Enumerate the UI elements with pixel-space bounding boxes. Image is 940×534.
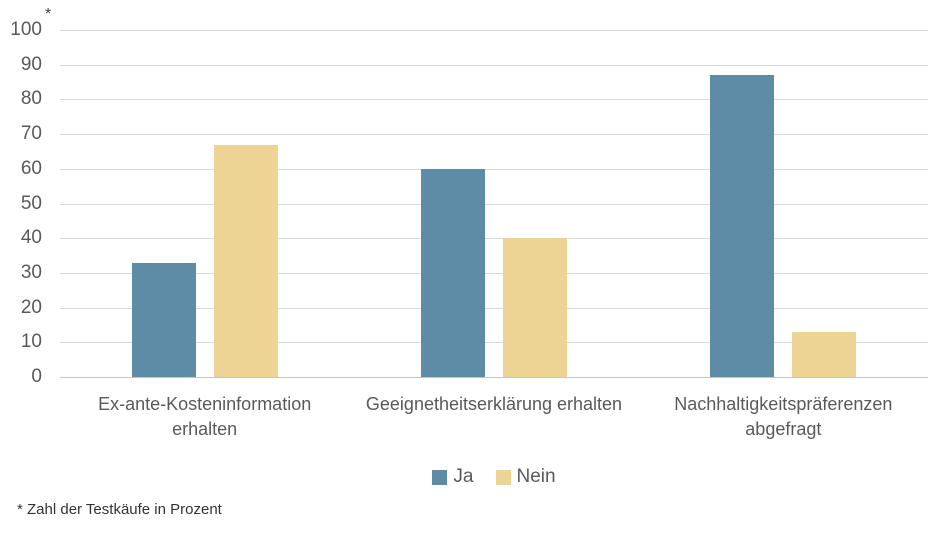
y-tick-label-50: 50	[20, 192, 42, 214]
bar-nein-group3	[792, 331, 857, 377]
footnote: * Zahl der Testkäufe in Prozent	[17, 501, 222, 518]
legend-swatch-ja	[432, 469, 448, 485]
y-tick-label-40: 40	[20, 227, 42, 249]
gridline-60	[60, 168, 928, 170]
gridline-50	[60, 203, 928, 205]
plot-area	[60, 30, 928, 378]
x-axis-labels: Ex-ante-Kosteninformation erhalten Geeign…	[60, 392, 928, 452]
legend-label-ja: Ja	[453, 466, 474, 487]
bar-nein-group2	[503, 238, 567, 377]
bar-nein-group1	[213, 144, 278, 377]
x-category-label-2: Geeignetheitserklärung erhalten	[365, 394, 623, 414]
legend: Ja Nein	[60, 466, 928, 488]
y-tick-label-30: 30	[20, 261, 42, 283]
gridline-20	[60, 307, 928, 309]
y-tick-label-70: 70	[20, 123, 42, 145]
gridline-30	[60, 272, 928, 274]
gridline-80	[60, 99, 928, 101]
y-tick-label-100: 100	[10, 19, 42, 40]
x-category-label-1: Ex-ante-Kosteninformation erhalten	[98, 394, 312, 439]
gridline-10	[60, 342, 928, 344]
bar-ja-group3	[710, 75, 775, 377]
gridline-100	[60, 30, 928, 31]
axis-note-asterisk: *	[45, 6, 52, 23]
gridline-0	[60, 377, 928, 378]
gridline-90	[60, 64, 928, 66]
bar-ja-group2	[421, 168, 485, 377]
y-tick-label-10: 10	[20, 331, 42, 353]
y-tick-label-60: 60	[20, 157, 42, 179]
y-tick-label-90: 90	[20, 53, 42, 75]
bar-ja-group1	[131, 262, 196, 377]
legend-label-nein: Nein	[516, 466, 556, 487]
legend-item-nein: Nein	[495, 466, 556, 488]
x-category-label-3: Nachhaltigkeitspräferenzen abgefragt	[674, 394, 893, 439]
legend-item-ja: Ja	[432, 466, 474, 488]
y-tick-label-80: 80	[20, 88, 42, 110]
legend-swatch-nein	[495, 469, 511, 485]
gridline-70	[60, 134, 928, 136]
y-tick-label-20: 20	[20, 296, 42, 318]
y-tick-label-0: 0	[31, 366, 42, 387]
gridline-40	[60, 238, 928, 240]
